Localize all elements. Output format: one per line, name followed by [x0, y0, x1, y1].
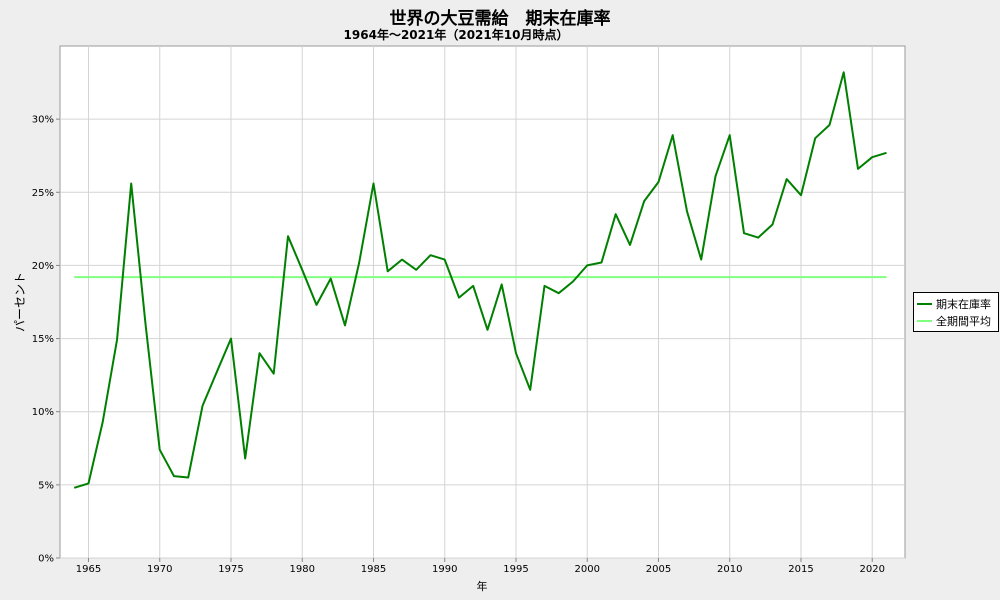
x-tick-label: 2000 [575, 564, 600, 575]
x-tick-label: 1985 [361, 564, 386, 575]
series-line-stock-ratio [73, 71, 887, 489]
legend-label-stock-ratio: 期末在庫率 [936, 297, 991, 311]
legend-item-average: 全期間平均 [914, 312, 998, 329]
x-tick-label: 1995 [503, 564, 528, 575]
legend-swatch-average [917, 319, 932, 322]
x-tick-label: 1975 [218, 564, 243, 575]
y-axis-label: パーセント [13, 272, 27, 332]
x-tick-label: 1970 [147, 564, 172, 575]
axis-ticks: 1965 1970 1975 1980 1985 1990 1995 2000 2005 2010… [32, 115, 885, 575]
x-tick-label: 2015 [788, 564, 813, 575]
series-lines [73, 71, 887, 489]
x-tick-label: 1980 [290, 564, 315, 575]
x-tick-label: 2020 [859, 564, 884, 575]
y-tick-label: 20% [32, 261, 54, 272]
x-axis-label: 年 [477, 579, 488, 593]
y-tick-label: 15% [32, 334, 54, 345]
x-tick-label: 1990 [432, 564, 457, 575]
legend-label-average: 全期間平均 [936, 314, 991, 328]
y-tick-label: 0% [38, 554, 54, 565]
plot-area [59, 45, 906, 559]
chart-title: 世界の大豆需給 期末在庫率 [389, 9, 611, 29]
y-tick-label: 25% [32, 188, 54, 199]
chart-subtitle: 1964年～2021年（2021年10月時点） [343, 28, 569, 42]
legend-swatch-stock-ratio [917, 302, 932, 305]
x-tick-label: 2005 [646, 564, 671, 575]
legend: 期末在庫率 全期間平均 [913, 292, 999, 332]
y-tick-label: 10% [32, 407, 54, 418]
x-tick-label: 1965 [76, 564, 101, 575]
y-tick-label: 30% [32, 115, 54, 126]
legend-item-stock-ratio: 期末在庫率 [914, 295, 998, 312]
x-tick-label: 2010 [717, 564, 742, 575]
y-tick-label: 5% [38, 480, 54, 491]
